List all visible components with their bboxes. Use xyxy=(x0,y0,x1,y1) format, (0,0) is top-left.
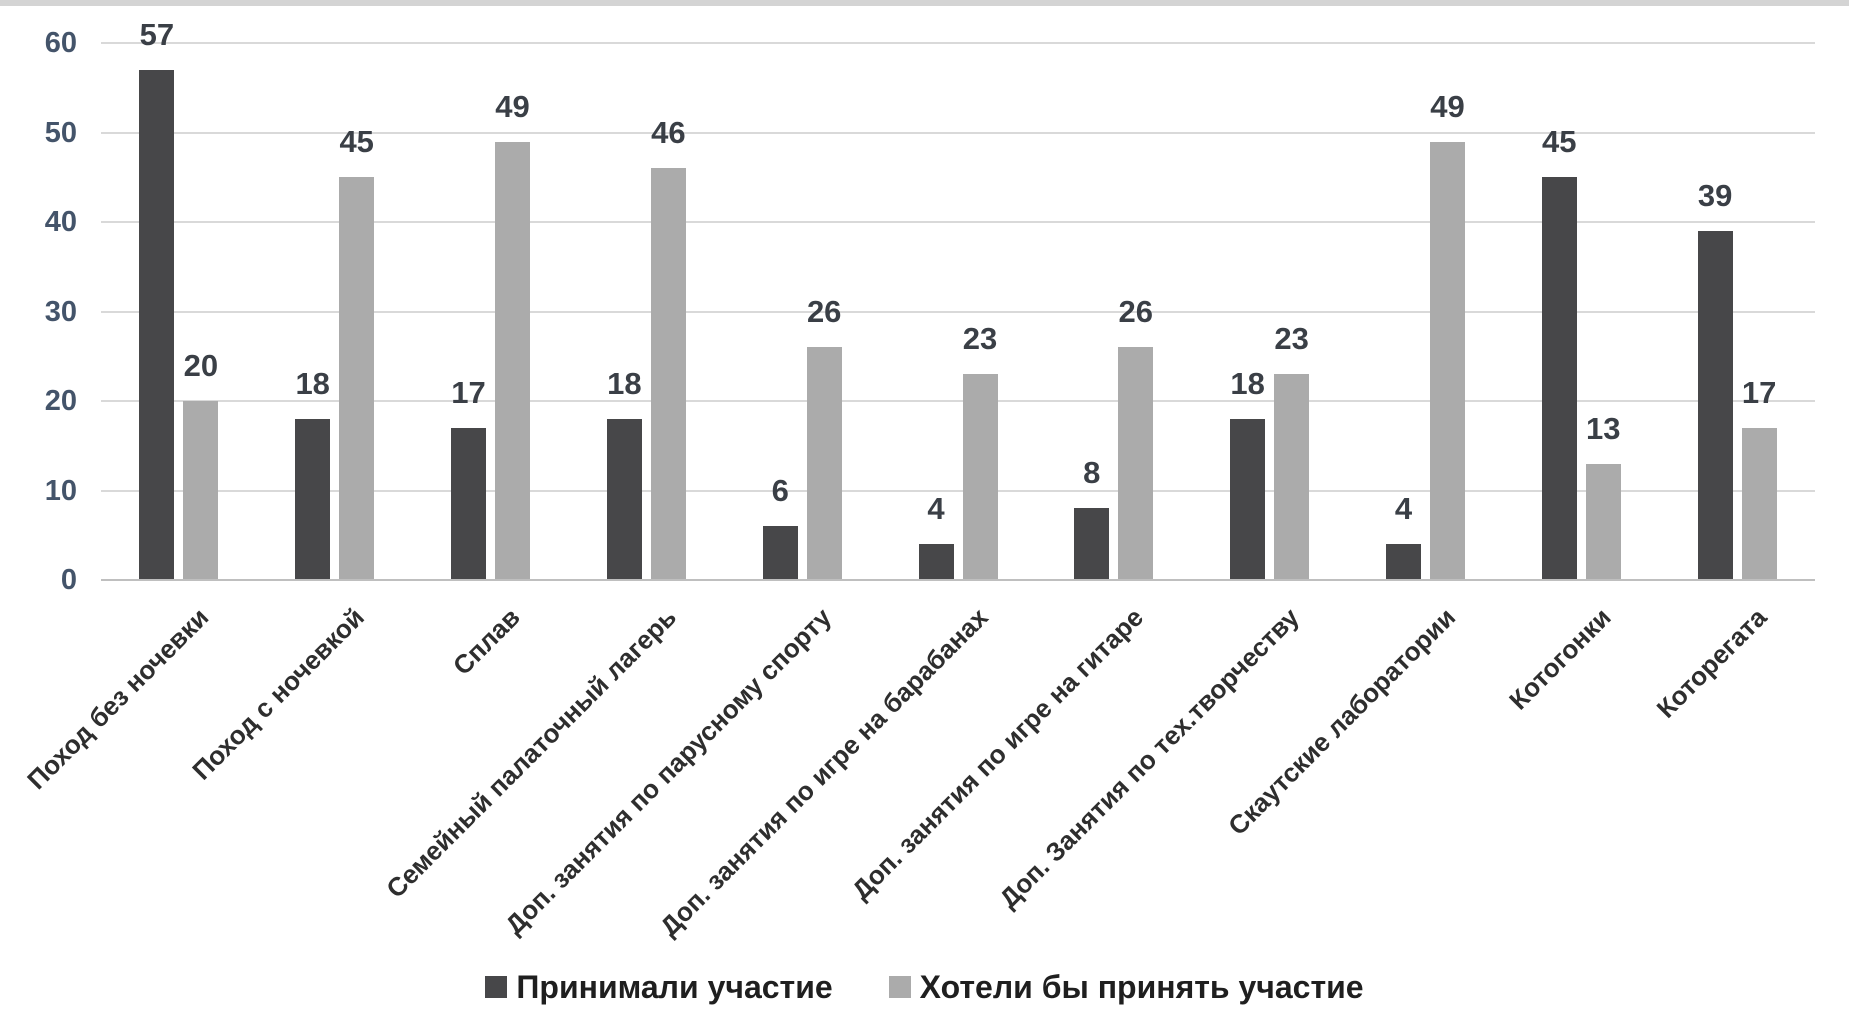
bar xyxy=(1274,374,1310,580)
bar xyxy=(1430,141,1465,580)
bar-value-label: 49 xyxy=(495,88,530,124)
bar-value-label: 26 xyxy=(806,294,842,330)
x-axis-line xyxy=(101,579,1815,581)
bar xyxy=(606,418,642,580)
bar xyxy=(650,168,686,580)
x-category-label: Сплав xyxy=(446,602,526,681)
y-tick-label-0: 0 xyxy=(60,564,77,596)
bar xyxy=(1118,347,1154,580)
x-category-label: Доп. занятия по игре на барабанах xyxy=(653,602,994,942)
bar-value-label: 45 xyxy=(339,124,374,160)
x-category-label: Доп. Занятия по тех.творчеству xyxy=(993,602,1305,914)
bar-value-label: 4 xyxy=(927,491,945,527)
x-category-label: Котогонки xyxy=(1503,602,1617,716)
bar xyxy=(1741,427,1777,580)
bar-value-label: 4 xyxy=(1394,491,1413,527)
x-category-label: Семейный палаточный лагерь xyxy=(379,602,682,904)
bar-value-label: 57 xyxy=(139,16,175,52)
bar xyxy=(962,374,998,580)
legend-label: Хотели бы принять участие xyxy=(919,968,1364,1005)
legend-swatch xyxy=(485,976,508,998)
bar xyxy=(1541,177,1577,580)
top-rule xyxy=(0,0,1849,6)
gridline-y-30 xyxy=(101,310,1815,313)
bar xyxy=(183,401,219,580)
bar-value-label: 46 xyxy=(651,115,686,151)
bar-value-label: 20 xyxy=(183,348,219,383)
legend: Принимали участие Хотели бы принять участ… xyxy=(0,956,1849,1018)
y-tick-label-20: 20 xyxy=(44,385,77,417)
bar xyxy=(1074,508,1110,580)
bar-value-label: 18 xyxy=(295,365,330,401)
bar-value-label: 26 xyxy=(1118,294,1154,330)
bar xyxy=(295,418,331,580)
bar-value-label: 23 xyxy=(962,321,998,357)
x-category-label: Доп. занятия по игре на гитаре xyxy=(845,602,1150,906)
bar-value-label: 45 xyxy=(1542,124,1577,160)
bar xyxy=(495,141,530,580)
bar-value-label: 13 xyxy=(1586,410,1621,446)
legend-label: Принимали участие xyxy=(516,968,833,1005)
bar-value-label: 8 xyxy=(1083,455,1101,491)
bar-value-label: 17 xyxy=(451,374,486,410)
y-tick-label-40: 40 xyxy=(44,206,77,238)
bar xyxy=(918,544,954,580)
x-category-label: Которегата xyxy=(1650,602,1773,724)
bar-value-label: 39 xyxy=(1697,178,1733,213)
bar xyxy=(139,69,175,580)
bar-value-label: 18 xyxy=(1230,365,1265,401)
bar-value-label: 17 xyxy=(1741,374,1777,410)
gridline-y-50 xyxy=(101,131,1815,134)
y-tick-label-30: 30 xyxy=(44,295,77,328)
bar xyxy=(1585,463,1621,580)
x-category-label: Доп. занятия по парусному спорту xyxy=(499,602,838,940)
bar xyxy=(1697,231,1733,580)
y-tick-label-60: 60 xyxy=(44,27,77,59)
bar xyxy=(339,177,375,580)
gridline-y-60 xyxy=(101,42,1815,44)
y-tick-label-10: 10 xyxy=(44,474,77,507)
bar-value-label: 23 xyxy=(1274,321,1309,357)
bar xyxy=(1386,544,1421,580)
gridline-y-40 xyxy=(101,221,1815,223)
gridline-y-20 xyxy=(101,400,1815,402)
legend-entry: Хотели бы принять участие xyxy=(888,968,1364,1006)
bar xyxy=(1230,418,1266,580)
bar-value-label: 18 xyxy=(607,365,642,401)
bar xyxy=(806,347,842,580)
bar-value-label: 6 xyxy=(771,473,789,509)
bar xyxy=(451,427,486,580)
x-category-label: Поход без ночевки xyxy=(20,602,215,796)
y-tick-label-50: 50 xyxy=(44,116,77,149)
bar xyxy=(762,526,798,580)
legend-swatch xyxy=(888,976,911,998)
x-category-label: Поход с ночевкой xyxy=(186,602,370,786)
legend-entry: Принимали участие xyxy=(485,968,833,1006)
bar-value-label: 49 xyxy=(1430,88,1465,124)
gridline-y-10 xyxy=(101,489,1815,492)
